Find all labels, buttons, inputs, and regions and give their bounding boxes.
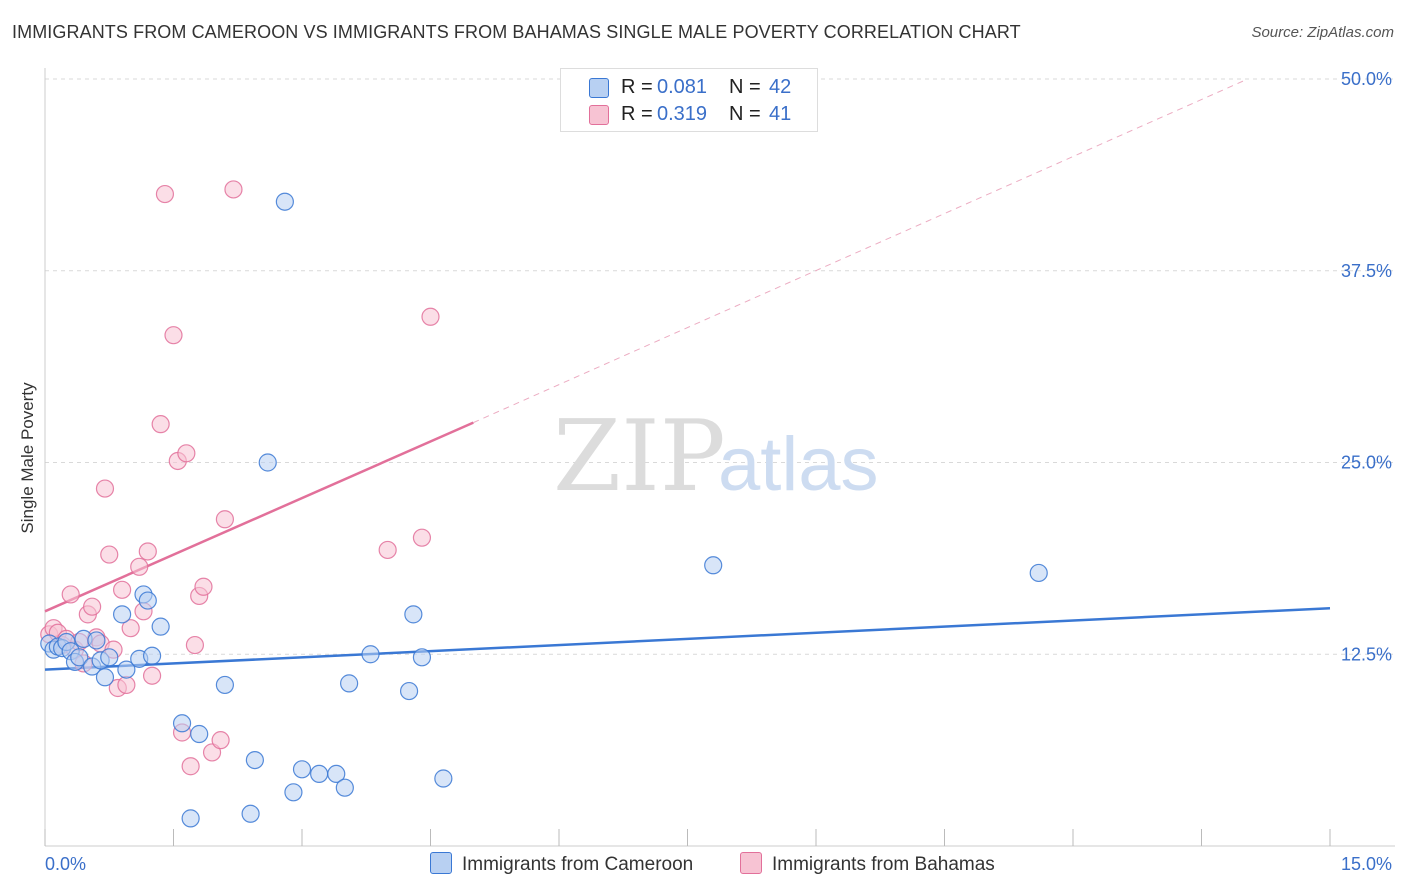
legend-swatch-cameroon [589, 78, 609, 98]
point-bahamas [202, 743, 222, 762]
point-bahamas [61, 585, 80, 604]
point-bahamas [181, 757, 200, 776]
trend-line-bahamas-extension [473, 80, 1245, 424]
point-cameroon [412, 648, 432, 667]
trend-lines [44, 80, 1331, 671]
point-cameroon [151, 617, 170, 636]
data-points [40, 180, 1048, 828]
point-cameroon [112, 605, 132, 624]
point-bahamas [117, 675, 136, 695]
point-cameroon [327, 764, 346, 784]
point-cameroon [245, 750, 264, 770]
y-tick-label: 12.5% [1341, 644, 1392, 664]
point-bahamas [412, 528, 432, 547]
bottom-legend-swatch-bahamas [740, 852, 762, 874]
point-bahamas [224, 180, 243, 199]
point-bahamas [100, 545, 119, 564]
point-bahamas [138, 542, 157, 561]
point-cameroon [434, 769, 453, 788]
legend-r-label: R = [621, 76, 653, 98]
point-cameroon [275, 192, 294, 211]
point-cameroon [138, 591, 157, 610]
legend-r-value: 0.319 [657, 103, 708, 125]
point-bahamas [211, 731, 230, 750]
point-cameroon [258, 453, 277, 472]
watermark-zip: ZIP [553, 400, 726, 514]
watermark: ZIP atlas [553, 400, 879, 514]
watermark-atlas: atlas [718, 422, 879, 507]
point-bahamas [142, 666, 162, 685]
legend-r-label: R = [621, 103, 653, 125]
bottom-legend-label-bahamas: Immigrants from Bahamas [772, 854, 995, 875]
point-bahamas [177, 444, 196, 463]
x-tick-label: 0.0% [45, 854, 86, 874]
point-cameroon [190, 724, 209, 744]
point-bahamas [215, 510, 234, 529]
point-cameroon [340, 674, 359, 693]
point-cameroon [100, 648, 119, 667]
trend-line-cameroon [44, 606, 1331, 671]
bottom-legend-label-cameroon: Immigrants from Cameroon [462, 854, 694, 875]
point-bahamas [83, 597, 102, 616]
axes [44, 68, 1395, 847]
point-bahamas [185, 635, 205, 655]
point-cameroon [399, 681, 419, 701]
source-label: Source: ZipAtlas.com [1251, 24, 1394, 41]
bottom-legend-cameroon: Immigrants from Cameroon [430, 852, 693, 876]
point-bahamas [378, 540, 397, 560]
point-cameroon [181, 809, 200, 828]
trend-line-bahamas [44, 421, 474, 613]
bottom-legend-bahamas: Immigrants from Bahamas [740, 852, 995, 876]
x-tick-label: 15.0% [1341, 854, 1392, 874]
point-cameroon [292, 760, 312, 779]
legend-swatch-bahamas [589, 105, 609, 125]
y-tick-label: 25.0% [1341, 453, 1392, 473]
point-cameroon [142, 646, 162, 665]
point-bahamas [421, 307, 440, 326]
point-cameroon [1029, 563, 1048, 583]
point-cameroon [241, 804, 260, 823]
legend-n-label: N = [729, 103, 761, 125]
point-bahamas [95, 479, 115, 498]
point-bahamas [151, 415, 170, 434]
y-tick-label: 37.5% [1341, 261, 1392, 281]
point-cameroon [404, 605, 423, 624]
point-cameroon [70, 648, 89, 667]
point-cameroon [95, 668, 115, 687]
point-cameroon [335, 778, 354, 797]
point-bahamas [121, 619, 140, 638]
point-bahamas [194, 577, 213, 596]
point-cameroon [284, 783, 303, 802]
point-bahamas [155, 184, 175, 204]
bottom-legend-swatch-cameroon [430, 852, 452, 874]
y-tick-label: 50.0% [1341, 69, 1392, 89]
legend-r-value: 0.081 [657, 76, 708, 98]
point-cameroon [172, 714, 192, 733]
correlation-legend: R = 0.081 N = 42 R = 0.319 N = 41 [560, 68, 818, 132]
chart-title: IMMIGRANTS FROM CAMEROON VS IMMIGRANTS F… [12, 22, 1021, 42]
point-cameroon [361, 645, 380, 664]
point-bahamas [164, 326, 183, 345]
point-cameroon [704, 556, 723, 575]
legend-n-label: N = [729, 76, 761, 98]
legend-n-value: 41 [769, 103, 792, 125]
legend-n-value: 42 [769, 76, 792, 98]
point-cameroon [310, 764, 329, 784]
tick-labels: 12.5% 25.0% 37.5% 50.0% 0.0% 15.0% [45, 69, 1392, 874]
point-cameroon [117, 660, 136, 679]
point-bahamas [112, 580, 132, 599]
point-cameroon [215, 675, 234, 695]
point-cameroon [87, 631, 106, 650]
point-bahamas [130, 557, 149, 576]
